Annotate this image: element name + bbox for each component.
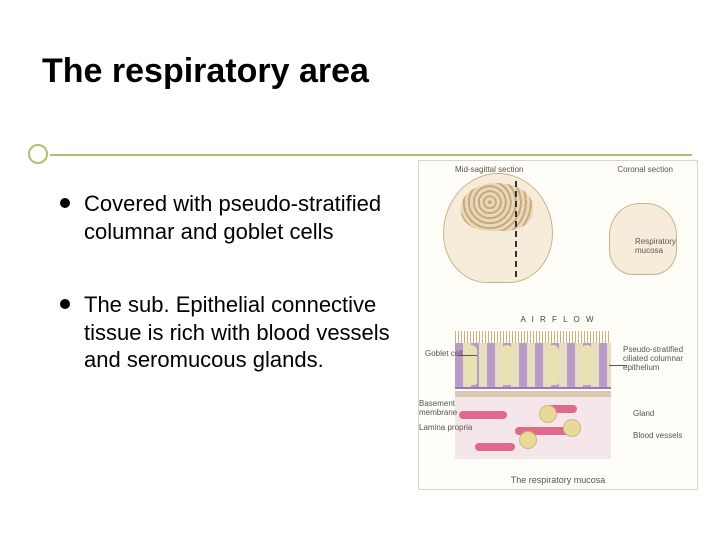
label-respiratory-mucosa: Respiratory mucosa <box>635 237 691 255</box>
gland-icon <box>539 405 557 423</box>
rule-circle-icon <box>28 144 48 164</box>
figure-bottom-panel: Goblet cell Basement membrane Lamina pro… <box>427 331 689 471</box>
mucosa-diagram <box>455 331 611 461</box>
leader-line-icon <box>457 355 477 356</box>
rule-line <box>50 154 692 156</box>
bullet-icon <box>60 198 70 208</box>
cilia-layer-icon <box>455 331 611 343</box>
slide-title: The respiratory area <box>42 52 369 91</box>
lamina-propria-icon <box>455 397 611 459</box>
bullet-text: Covered with pseudo-stratified columnar … <box>84 190 400 245</box>
goblet-cell-icon <box>501 345 513 385</box>
figure-top-panel: Mid-sagittal section Coronal section Res… <box>427 167 689 297</box>
section-cut-line-icon <box>515 181 517 277</box>
gland-icon <box>519 431 537 449</box>
gland-icon <box>563 419 581 437</box>
goblet-cell-icon <box>581 345 593 385</box>
label-blood-vessels: Blood vessels <box>633 431 693 440</box>
label-goblet-cell: Goblet cell <box>425 349 469 358</box>
bullet-list: Covered with pseudo-stratified columnar … <box>60 190 400 420</box>
bullet-icon <box>60 299 70 309</box>
leader-line-icon <box>609 365 627 366</box>
label-gland: Gland <box>633 409 693 418</box>
label-coronal: Coronal section <box>617 165 673 174</box>
brain-icon <box>461 183 533 231</box>
airflow-label: A I R F L O W <box>520 315 595 324</box>
list-item: The sub. Epithelial connective tissue is… <box>60 291 400 374</box>
label-basement-membrane: Basement membrane <box>419 399 475 417</box>
blood-vessel-icon <box>475 443 515 451</box>
label-pseudo-epithelium: Pseudo-stratified ciliated columnar epit… <box>623 345 693 372</box>
label-lamina-propria: Lamina propria <box>419 423 475 432</box>
slide: The respiratory area Covered with pseudo… <box>0 0 720 540</box>
figure-caption: The respiratory mucosa <box>419 475 697 485</box>
bullet-text: The sub. Epithelial connective tissue is… <box>84 291 400 374</box>
goblet-cell-icon <box>547 345 559 385</box>
anatomy-figure: Mid-sagittal section Coronal section Res… <box>418 160 698 490</box>
list-item: Covered with pseudo-stratified columnar … <box>60 190 400 245</box>
